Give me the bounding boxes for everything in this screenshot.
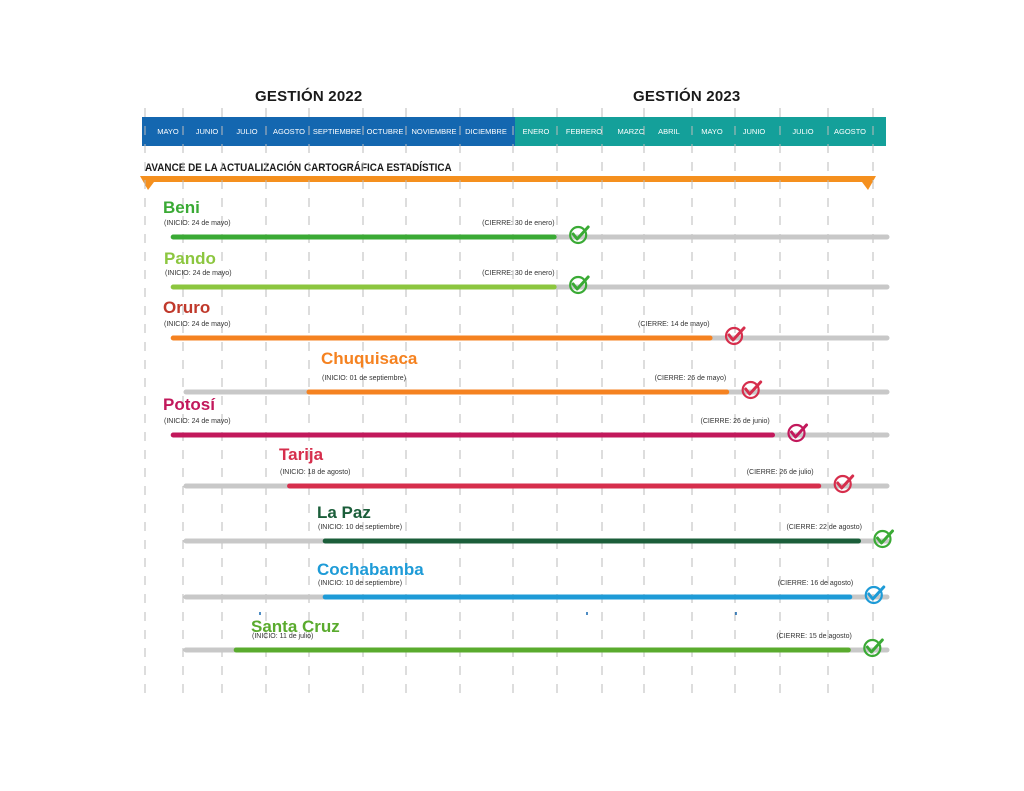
month-label: JULIO <box>792 127 814 136</box>
department-name: Oruro <box>163 298 211 317</box>
check-icon <box>744 380 763 396</box>
department-name: La Paz <box>317 503 371 522</box>
month-label: MAYO <box>157 127 179 136</box>
department-name: Cochabamba <box>317 560 424 579</box>
check-icon <box>571 275 590 291</box>
gestion-2023-label: GESTIÓN 2023 <box>633 88 741 105</box>
start-date-label: (INICIO: 10 de septiembre) <box>318 524 403 531</box>
month-label: AGOSTO <box>273 127 305 136</box>
end-date-label: (CIERRE: 26 de julio) <box>746 469 814 476</box>
end-date-label: (CIERRE: 14 de mayo) <box>638 321 710 328</box>
start-date-label: (INICIO: 10 de septiembre) <box>318 580 403 587</box>
end-date-label: (CIERRE: 26 de mayo) <box>654 375 727 382</box>
end-date-label: (CIERRE: 30 de enero) <box>482 220 555 227</box>
month-band-2023 <box>515 117 886 146</box>
check-circle-icon <box>787 423 806 443</box>
month-label: NOVIEMBRE <box>411 127 457 136</box>
check-circle-icon <box>873 529 892 549</box>
department-name: Tarija <box>279 445 324 464</box>
month-label: JULIO <box>236 127 258 136</box>
month-label: MARZO <box>617 127 645 136</box>
end-date-label: (CIERRE: 22 de agosto) <box>786 524 862 531</box>
month-label: SEPTIEMBRE <box>312 127 362 136</box>
start-date-label: (INICIO: 11 de julio) <box>252 633 314 640</box>
check-icon <box>571 225 590 241</box>
month-band-2022 <box>142 117 515 146</box>
gestion-2022-label: GESTIÓN 2022 <box>255 88 363 105</box>
check-circle-icon <box>833 474 852 494</box>
start-date-label: (INICIO: 24 de mayo) <box>164 321 231 328</box>
start-date-label: (INICIO: 24 de mayo) <box>164 418 231 425</box>
check-icon <box>865 638 884 654</box>
start-date-label: (INICIO: 24 de mayo) <box>165 270 232 277</box>
month-label: JUNIO <box>195 127 219 136</box>
check-circle-icon <box>741 380 760 400</box>
month-label: ENERO <box>522 127 550 136</box>
start-date-label: (INICIO: 18 de agosto) <box>280 469 351 476</box>
check-icon <box>836 474 855 490</box>
month-label: OCTUBRE <box>366 127 404 136</box>
check-circle-icon <box>724 326 744 346</box>
month-label: ABRIL <box>658 127 680 136</box>
check-icon <box>875 529 894 545</box>
check-circle-icon <box>864 585 883 605</box>
month-label: JUNIO <box>742 127 766 136</box>
start-date-label: (INICIO: 01 de septiembre) <box>322 375 407 382</box>
department-name: Pando <box>164 249 216 268</box>
end-date-label: (CIERRE: 30 de enero) <box>482 270 555 277</box>
end-date-label: (CIERRE: 15 de agosto) <box>776 633 852 640</box>
check-circle-icon <box>863 638 882 658</box>
start-date-label: (INICIO: 24 de mayo) <box>164 220 231 227</box>
check-icon <box>727 326 746 342</box>
month-label: FEBRERO <box>565 127 603 136</box>
check-icon <box>790 423 808 439</box>
check-icon <box>867 585 886 601</box>
progress-arrow <box>140 176 876 190</box>
end-date-label: (CIERRE: 26 de junio) <box>700 418 770 425</box>
department-name: Santa Cruz <box>251 617 340 636</box>
department-name: Chuquisaca <box>321 349 418 368</box>
department-name: Potosí <box>163 395 215 414</box>
month-label: MAYO <box>701 127 723 136</box>
check-circle-icon <box>569 225 588 245</box>
end-date-label: (CIERRE: 16 de agosto) <box>777 580 854 587</box>
check-circle-icon <box>569 275 588 295</box>
month-label: AGOSTO <box>834 127 866 136</box>
month-label: DICIEMBRE <box>465 127 507 136</box>
department-name: Beni <box>163 198 200 217</box>
